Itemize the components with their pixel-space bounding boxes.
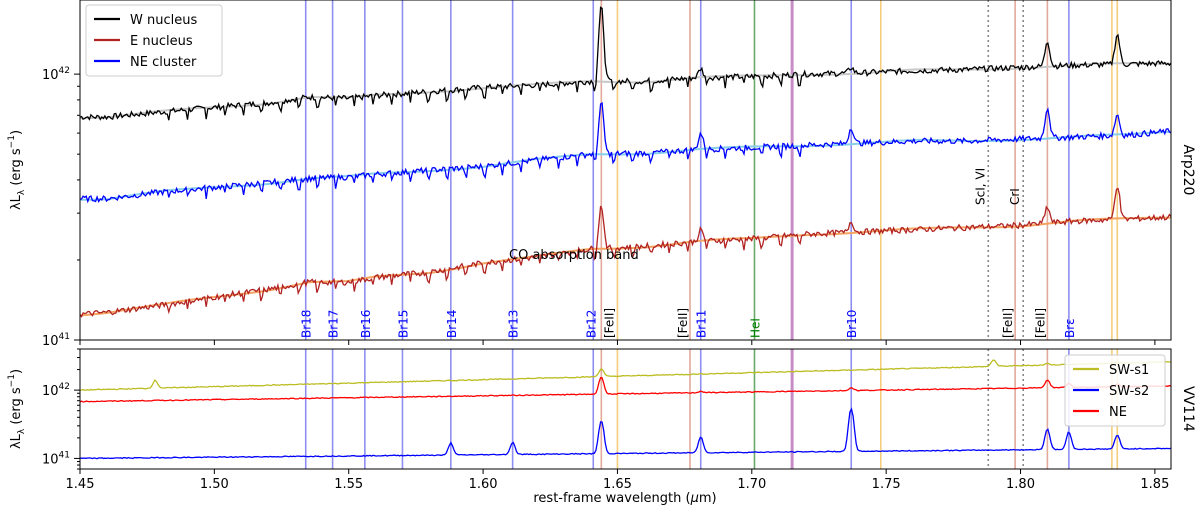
top-line-markers (304, 0, 1119, 340)
bottom-series-group (80, 359, 1171, 460)
top-line-labels: Br18 Br17 Br16 Br15 Br14 Br13 Br12 Br11 Br10 Brε [… (300, 168, 1077, 338)
bottom-legend-label-ne: NE (1109, 405, 1127, 420)
co-band-annotation: CO absorption band (509, 248, 639, 263)
top-y-tick-label-41: 1041 (42, 332, 70, 349)
line-label-br11-1.681: Br11 (695, 310, 709, 338)
x-tick-label-1.85: 1.85 (1140, 477, 1169, 492)
top-panel-arp220: Br18 Br17 Br16 Br15 Br14 Br13 Br12 Br11 Br10 Brε [… (7, 0, 1196, 349)
line-label-feii-1.677: [FeII] (676, 308, 690, 338)
line-label-br10-1.737: Br10 (845, 310, 859, 338)
line-label-br17-1.544: Br17 (327, 310, 341, 338)
bottom-y-ticks: 1041 1042 (42, 348, 80, 470)
bottom-legend-label-sw-s1: SW-s1 (1109, 363, 1149, 378)
line-label-br13-1.611: Br13 (507, 310, 521, 338)
x-tick-label-1.80: 1.80 (1006, 477, 1035, 492)
top-legend-label-e-nucleus: E nucleus (130, 34, 193, 49)
bottom-legend-label-sw-s2: SW-s2 (1109, 384, 1149, 399)
top-y-tick-label-42: 1042 (42, 66, 70, 83)
top-legend: W nucleus E nucleus NE cluster (85, 4, 223, 77)
line-label-cri-1.801: CrI (1008, 188, 1022, 205)
line-label-feii-1.798: [FeII] (1001, 308, 1015, 338)
top-plot-frame (79, 0, 1172, 341)
x-tick-label-1.45: 1.45 (66, 477, 95, 492)
bottom-y-tick-label-42: 1042 (42, 382, 70, 399)
line-label-br12-1.641: Br12 (584, 310, 598, 338)
x-tick-label-1.70: 1.70 (737, 477, 766, 492)
bottom-y-tick-label-41: 1041 (42, 450, 70, 467)
arp220-side-label: Arp220 (1180, 145, 1196, 196)
line-label-feii-1.81: [FeII] (1033, 308, 1047, 338)
line-label-br16-1.556: Br16 (359, 310, 373, 338)
top-legend-box (85, 4, 223, 77)
series-ne-cluster (80, 102, 1171, 204)
top-series-group (80, 6, 1171, 318)
bottom-y-axis-label: λLλ (erg s−1) (7, 369, 27, 449)
series-fit-ne-cluster (80, 130, 1171, 201)
series-ne (80, 376, 1171, 403)
line-label-hei-1.701: HeI (748, 318, 762, 338)
bottom-x-ticks: 1.45 1.50 1.55 1.60 1.65 1.70 1.75 1.80 1.85 (66, 469, 1169, 492)
top-x-ticks (79, 340, 1156, 345)
vv114-side-label: VV114 (1180, 386, 1196, 432)
bottom-panel-vv114: 1041 1042 1.45 1.50 1.55 1.60 1.65 1.70 1.75 1.8… (7, 348, 1196, 506)
bottom-legend-box (1064, 354, 1166, 427)
series-w-nucleus (80, 6, 1171, 121)
line-label-br-1.818: Brε (1063, 318, 1077, 338)
series-e-nucleus (80, 187, 1171, 318)
line-label-scivi-1.788: ScI, VI (973, 168, 987, 205)
top-legend-label-ne-cluster: NE cluster (130, 55, 197, 70)
top-legend-label-w-nucleus: W nucleus (130, 13, 197, 28)
line-label-br14-1.588: Br14 (445, 310, 459, 338)
x-tick-label-1.75: 1.75 (872, 477, 901, 492)
x-axis-label: rest-frame wavelength (μm) (533, 491, 716, 506)
x-tick-label-1.50: 1.50 (200, 477, 229, 492)
bottom-plot-frame (79, 348, 1172, 470)
line-label-feii-1.644: [FeII] (602, 308, 616, 338)
x-tick-label-1.60: 1.60 (469, 477, 498, 492)
x-tick-label-1.65: 1.65 (603, 477, 632, 492)
series-sw-s1 (80, 359, 1171, 392)
line-label-br15-1.57: Br15 (396, 310, 410, 338)
line-label-br18-1.534: Br18 (300, 310, 314, 338)
bottom-legend: SW-s1 SW-s2 NE (1064, 354, 1166, 427)
series-sw-s2 (80, 407, 1171, 460)
top-y-ticks: 1041 1042 (42, 66, 80, 349)
top-y-axis-label: λLλ (erg s−1) (7, 130, 27, 210)
x-tick-label-1.55: 1.55 (334, 477, 363, 492)
